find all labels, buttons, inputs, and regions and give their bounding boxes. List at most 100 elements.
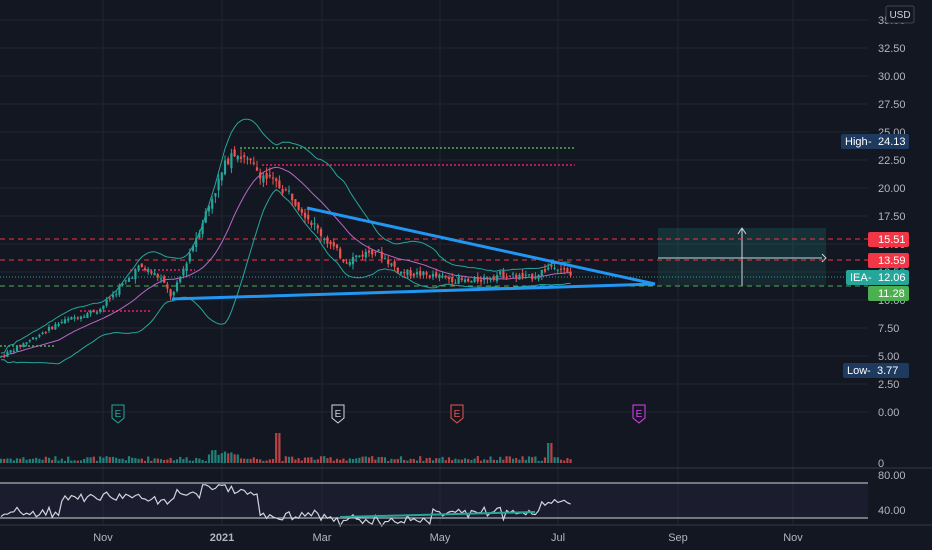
volume-bar	[502, 459, 505, 463]
volume-bar	[41, 459, 44, 463]
candle-body	[412, 273, 415, 276]
candle-body	[332, 242, 335, 247]
earnings-icon[interactable]: E	[331, 404, 345, 424]
candle-body	[291, 193, 294, 201]
candle-body	[262, 175, 265, 183]
triangle-lower-trendline[interactable]	[171, 282, 656, 301]
candle-body	[239, 156, 243, 159]
volume-bar	[339, 459, 342, 463]
symmetrical-triangle[interactable]	[171, 206, 656, 301]
volume-bar	[531, 457, 534, 463]
volume-pane	[0, 433, 572, 463]
currency-box[interactable]	[885, 5, 915, 24]
candle-body	[422, 271, 425, 275]
candle-body	[441, 275, 444, 277]
candle-body	[73, 317, 76, 319]
volume-bar	[508, 456, 511, 463]
candle-body	[70, 317, 73, 320]
candle-body	[15, 345, 19, 352]
candle-body	[172, 292, 175, 296]
volume-bar	[377, 457, 380, 463]
candle-body	[255, 167, 259, 171]
volume-bar	[246, 458, 249, 463]
volume-bar	[547, 443, 550, 463]
candle-body	[9, 350, 12, 353]
volume-bar	[419, 456, 422, 463]
level-1-tag-value: 15.51	[878, 234, 906, 246]
candle-body	[543, 269, 547, 272]
earnings-icon[interactable]: E	[632, 404, 646, 424]
volume-bar	[457, 459, 460, 463]
price-axis-label: 7.50	[878, 323, 899, 335]
candle-body	[342, 259, 345, 262]
volume-bar	[537, 460, 540, 463]
candle-body	[156, 274, 159, 278]
triangle-upper-trendline[interactable]	[306, 206, 656, 286]
candle-body	[521, 273, 524, 277]
candle-body	[380, 251, 383, 259]
volume-bar	[214, 450, 217, 463]
volume-bar	[262, 460, 265, 463]
candle-body	[300, 208, 303, 213]
volume-bar	[95, 460, 99, 463]
volume-bar	[25, 459, 28, 463]
candle-body	[323, 239, 326, 241]
moving-average-line	[1, 166, 571, 357]
candle-body	[159, 278, 163, 280]
candle-body	[534, 276, 537, 279]
rsi-bullish-divergence-line[interactable]	[339, 511, 536, 518]
volume-bar	[323, 456, 326, 463]
candle-body	[435, 272, 438, 277]
candle-body	[19, 345, 22, 347]
candle-body	[131, 277, 134, 279]
candle-body	[12, 350, 15, 352]
candle-body	[438, 274, 441, 278]
volume-bar	[428, 457, 431, 463]
volume-bar	[371, 456, 374, 463]
volume-bar	[307, 457, 310, 463]
volume-bar	[163, 459, 166, 463]
volume-axis-zero: 0	[878, 458, 884, 470]
volume-bar	[131, 457, 134, 463]
volume-bar	[67, 456, 70, 463]
volume-bar	[31, 458, 35, 463]
volume-bar	[534, 456, 537, 463]
volume-bar	[12, 460, 15, 463]
candle-body	[188, 253, 191, 262]
candle-body	[345, 262, 348, 264]
volume-bar	[265, 460, 268, 463]
volume-bar	[556, 457, 559, 463]
candle-body	[307, 214, 310, 220]
volume-bar	[54, 456, 57, 463]
candle-body	[351, 257, 355, 265]
volume-bar	[35, 457, 38, 463]
candle-body	[339, 248, 342, 259]
volume-bar	[89, 457, 92, 463]
candle-body	[486, 277, 489, 280]
candle-body	[95, 312, 99, 314]
volume-bar	[86, 457, 89, 463]
candle-body	[470, 280, 473, 283]
low-tag-value: 3.77	[877, 365, 898, 377]
bollinger-upper-band	[1, 118, 571, 354]
volume-bar	[121, 458, 124, 463]
candle-body	[182, 268, 185, 276]
volume-bar	[198, 458, 201, 463]
volume-bar	[227, 453, 230, 463]
earnings-icon[interactable]: E	[450, 404, 464, 424]
time-axis[interactable]: Nov 2021 Mar May Jul Sep Nov	[93, 532, 803, 544]
candle-body	[454, 282, 457, 284]
candle-body	[201, 223, 204, 235]
candle-body	[566, 268, 569, 272]
volume-bar	[57, 460, 60, 463]
volume-bar	[383, 457, 387, 463]
candle-body	[569, 271, 572, 276]
volume-bar	[351, 458, 355, 463]
chart-drawings	[658, 227, 827, 286]
candle-body	[419, 271, 422, 276]
earnings-icon[interactable]: E	[111, 404, 125, 424]
price-axis[interactable]: 35.0032.5030.0027.5025.0022.5020.0017.50…	[878, 15, 906, 419]
currency-label[interactable]: USD	[889, 10, 910, 21]
volume-bar	[403, 459, 406, 463]
